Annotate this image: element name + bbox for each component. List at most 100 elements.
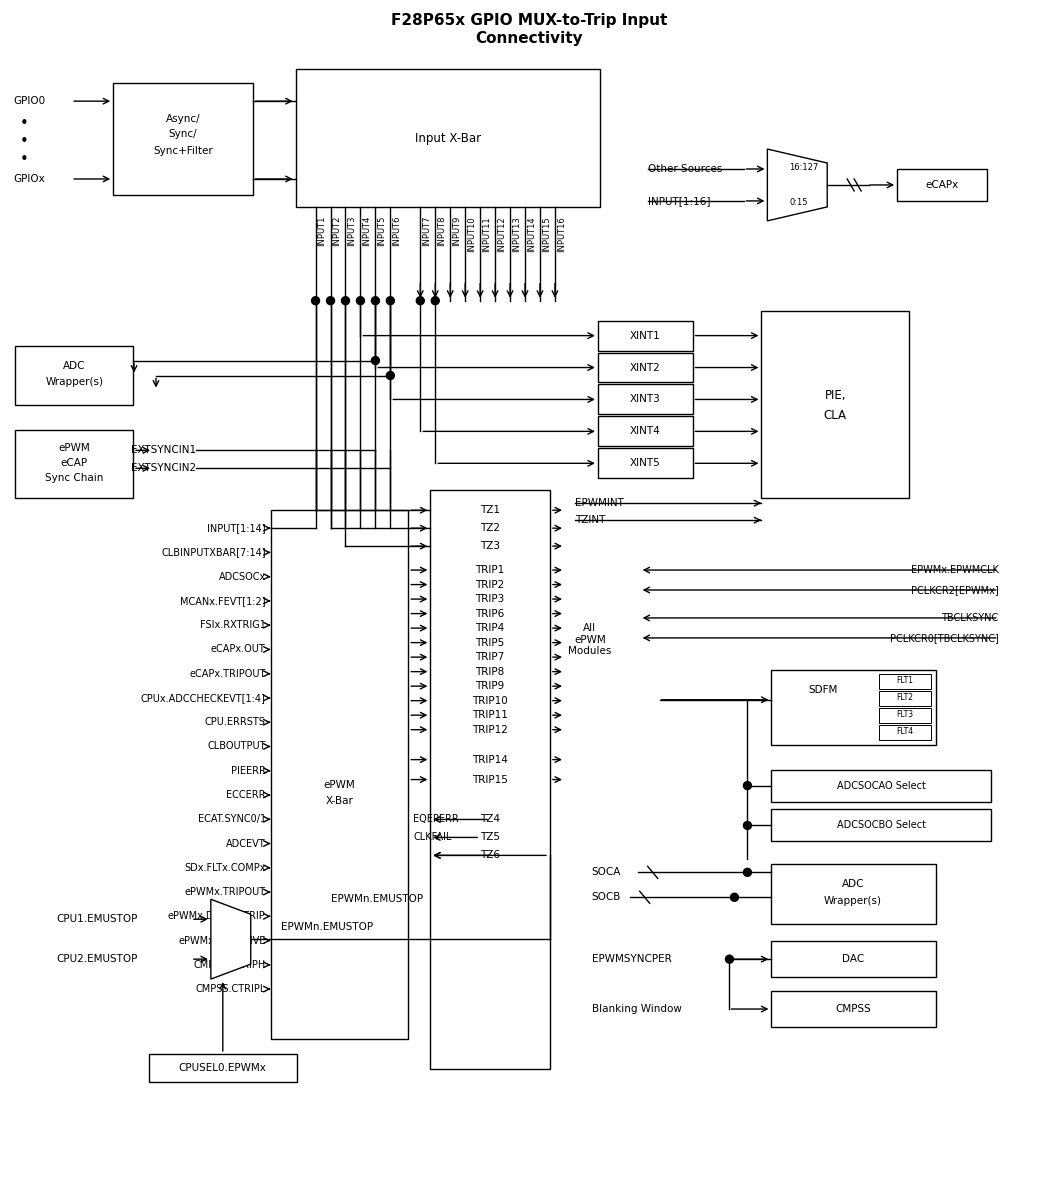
Text: TRIP11: TRIP11	[472, 710, 508, 720]
Text: CPU1.EMUSTOP: CPU1.EMUSTOP	[56, 914, 138, 925]
Text: EPWMn.EMUSTOP: EPWMn.EMUSTOP	[280, 922, 372, 932]
Text: eCAPx.OUT: eCAPx.OUT	[211, 645, 266, 654]
Text: GPIOx: GPIOx	[14, 174, 45, 184]
Text: FSIx.RXTRIG1: FSIx.RXTRIG1	[200, 620, 266, 631]
Text: TRIP12: TRIP12	[472, 725, 508, 734]
Text: Input X-Bar: Input X-Bar	[415, 132, 480, 144]
Text: INPUT3: INPUT3	[347, 215, 357, 246]
Text: INPUT14: INPUT14	[527, 215, 536, 251]
Text: ADCSOCBO Select: ADCSOCBO Select	[837, 820, 926, 831]
Bar	[771, 670, 936, 745]
Bar	[771, 991, 936, 1027]
Polygon shape	[767, 149, 827, 221]
Text: Async/: Async/	[166, 114, 200, 124]
Text: SDx.FLTx.COMPx: SDx.FLTx.COMPx	[184, 863, 266, 872]
Circle shape	[386, 371, 395, 380]
Text: Sync+Filter: Sync+Filter	[153, 146, 213, 156]
Text: eCAP: eCAP	[60, 458, 88, 469]
Text: XINT5: XINT5	[630, 458, 660, 469]
Text: PCLKCR0[TBCLKSYNC]: PCLKCR0[TBCLKSYNC]	[890, 633, 999, 643]
Text: XINT3: XINT3	[630, 394, 660, 405]
Circle shape	[386, 296, 395, 305]
Text: CLKFAIL: CLKFAIL	[414, 833, 452, 843]
Bar	[771, 809, 990, 841]
Text: Sync Chain: Sync Chain	[45, 474, 104, 483]
Text: X-Bar: X-Bar	[326, 796, 353, 806]
Text: ADC: ADC	[62, 361, 86, 370]
Text: TRIP14: TRIP14	[472, 754, 508, 765]
Bar	[762, 311, 909, 499]
Text: CMPSS.CTRIPL: CMPSS.CTRIPL	[196, 984, 266, 994]
Text: EPWMINT: EPWMINT	[574, 499, 624, 508]
Bar	[771, 770, 990, 802]
Circle shape	[371, 357, 380, 364]
Text: EPWMn.EMUSTOP: EPWMn.EMUSTOP	[330, 895, 422, 904]
Bar	[598, 320, 693, 351]
Text: EXTSYNCIN2: EXTSYNCIN2	[131, 463, 196, 474]
Text: TRIP6: TRIP6	[475, 608, 505, 619]
Bar	[598, 352, 693, 382]
Circle shape	[342, 296, 349, 305]
Text: CPU2.EMUSTOP: CPU2.EMUSTOP	[56, 954, 138, 964]
Text: TBCLKSYNC: TBCLKSYNC	[942, 613, 999, 622]
Text: INPUT7: INPUT7	[422, 215, 432, 246]
Text: XINT1: XINT1	[630, 331, 660, 340]
Bar	[149, 1054, 296, 1082]
Bar	[271, 511, 408, 1039]
Text: PIE,: PIE,	[824, 389, 846, 402]
Text: EXTSYNCIN1: EXTSYNCIN1	[131, 445, 196, 456]
Text: TRIP15: TRIP15	[472, 775, 508, 784]
Text: TZ5: TZ5	[480, 833, 500, 843]
Text: FLT2: FLT2	[896, 694, 913, 702]
Text: INPUT1: INPUT1	[317, 215, 327, 246]
Text: INPUT16: INPUT16	[557, 215, 566, 251]
Text: TRIP7: TRIP7	[475, 652, 505, 662]
Text: eCAPx.TRIPOUT: eCAPx.TRIPOUT	[189, 669, 266, 678]
Text: INPUT13: INPUT13	[512, 215, 521, 251]
Bar	[295, 69, 600, 207]
Text: EQEPERR: EQEPERR	[414, 814, 459, 825]
Circle shape	[327, 296, 334, 305]
Text: ePWM: ePWM	[58, 444, 90, 453]
Text: TRIP4: TRIP4	[475, 624, 505, 633]
Text: TRIP5: TRIP5	[475, 638, 505, 647]
Bar	[879, 690, 931, 706]
Bar	[771, 864, 936, 925]
Text: CLBINPUTXBAR[7:14]: CLBINPUTXBAR[7:14]	[161, 547, 266, 557]
Text: INPUT[1:16]: INPUT[1:16]	[647, 196, 710, 206]
Circle shape	[416, 296, 424, 305]
Text: INPUT4: INPUT4	[363, 215, 371, 246]
Text: ADCSOCx: ADCSOCx	[218, 571, 266, 582]
Text: ECAT.SYNC0/1: ECAT.SYNC0/1	[198, 814, 266, 825]
Text: TRIP8: TRIP8	[475, 666, 505, 677]
Text: TZ4: TZ4	[480, 814, 500, 825]
Text: Other Sources: Other Sources	[647, 164, 722, 174]
Text: INPUT11: INPUT11	[482, 215, 491, 251]
Text: ADCSOCAO Select: ADCSOCAO Select	[837, 781, 926, 790]
Text: PIEERR: PIEERR	[231, 765, 266, 776]
Text: TZ2: TZ2	[480, 524, 500, 533]
Text: INPUT8: INPUT8	[437, 215, 446, 246]
Text: MCANx.FEVT[1:2]: MCANx.FEVT[1:2]	[180, 596, 266, 606]
Text: Sync/: Sync/	[168, 129, 197, 139]
Text: SDFM: SDFM	[808, 684, 838, 695]
Circle shape	[432, 296, 439, 305]
Text: 0:15: 0:15	[789, 199, 808, 207]
Text: PCLKCR2[EPWMx]: PCLKCR2[EPWMx]	[911, 585, 999, 595]
Text: CMPSS.CTRIPH: CMPSS.CTRIPH	[194, 960, 266, 970]
Circle shape	[744, 821, 751, 829]
Text: EPWMSYNCPER: EPWMSYNCPER	[591, 954, 672, 964]
Text: CMPSS: CMPSS	[835, 1004, 871, 1014]
Text: DAC: DAC	[842, 954, 864, 964]
Text: TZ3: TZ3	[480, 541, 500, 551]
Bar	[431, 490, 550, 1069]
Text: EPWMx.EPWMCLK: EPWMx.EPWMCLK	[911, 565, 999, 575]
Bar	[879, 708, 931, 722]
Text: GPIO0: GPIO0	[14, 96, 45, 106]
Text: TRIP9: TRIP9	[475, 681, 505, 691]
Bar	[879, 674, 931, 689]
Text: ePWMx.DEACTIVE: ePWMx.DEACTIVE	[179, 935, 266, 946]
Bar	[598, 384, 693, 414]
Bar	[16, 431, 133, 499]
Text: INPUT5: INPUT5	[378, 215, 386, 246]
